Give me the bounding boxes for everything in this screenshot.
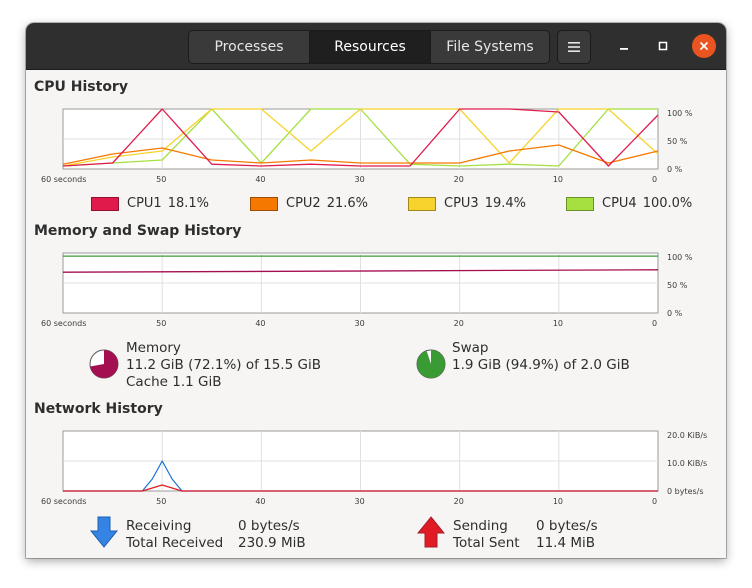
memory-cache: Cache 1.1 GiB [126, 374, 222, 390]
cpu2-line [62, 144, 659, 165]
sending-arrow-icon [417, 516, 445, 548]
cpu3-label: CPU3 [444, 196, 479, 211]
view-switcher: Processes Resources File Systems [188, 30, 550, 64]
cpu2-value: 21.6% [326, 196, 369, 211]
receiving-value: 0 bytes/s [238, 518, 300, 534]
network-x-tick: 50 [156, 497, 167, 506]
cpu-history-graph [62, 108, 659, 170]
receiving-info: Receiving 0 bytes/s Total Received 230.9 M… [126, 518, 306, 552]
menu-button[interactable] [557, 30, 591, 64]
memory-x-tick: 10 [552, 319, 564, 328]
sending-line [63, 484, 658, 492]
maximize-button[interactable] [651, 34, 675, 58]
memory-section-title: Memory and Swap History [34, 223, 242, 239]
swap-info: Swap 1.9 GiB (94.9%) of 2.0 GiB [452, 340, 630, 374]
memory-info: Memory 11.2 GiB (72.1%) of 15.5 GiB Cach… [126, 340, 321, 391]
cpu2-label: CPU2 [286, 196, 321, 211]
memory-pie-slice [90, 350, 118, 378]
close-icon [699, 41, 709, 51]
cpu1-line [62, 108, 659, 167]
network-x-tick: 20 [453, 497, 464, 506]
cpu-x-tick: 40 [255, 175, 266, 184]
network-x-tick: 60 seconds [41, 497, 87, 506]
cpu1-legend: CPU1 18.1% [91, 196, 209, 211]
cpu3-value: 19.4% [484, 196, 527, 211]
memory-x-tick: 50 [156, 319, 167, 328]
network-y-tick: 0 bytes/s [667, 487, 704, 496]
cpu-x-tick: 10 [552, 175, 564, 184]
cpu-section-title: CPU History [34, 79, 128, 95]
memory-x-tick: 30 [354, 319, 365, 328]
total-sent-value: 11.4 MiB [536, 535, 596, 551]
total-received-value: 230.9 MiB [238, 535, 306, 551]
network-y-tick: 20.0 KiB/s [667, 431, 708, 440]
cpu1-value: 18.1% [167, 196, 210, 211]
network-section-title: Network History [34, 401, 163, 417]
memory-x-tick: 40 [255, 319, 266, 328]
tab-processes[interactable]: Processes [189, 31, 309, 63]
network-x-tick: 0 [652, 497, 658, 506]
network-x-tick: 30 [354, 497, 365, 506]
minimize-icon [620, 48, 628, 50]
cpu3-color-swatch[interactable] [408, 196, 436, 211]
memory-history-graph [62, 252, 659, 314]
memory-x-tick: 20 [453, 319, 464, 328]
swap-usage: 1.9 GiB (94.9%) of 2.0 GiB [452, 357, 630, 373]
maximize-icon [658, 41, 668, 51]
swap-label: Swap [452, 340, 489, 356]
tab-resources[interactable]: Resources [309, 31, 430, 63]
cpu4-legend: CPU4 100.0% [566, 196, 692, 211]
header-bar: Processes Resources File Systems [26, 23, 726, 70]
memory-x-tick: 60 seconds [41, 319, 87, 328]
swap-pie-slice [416, 350, 445, 378]
memory-y-tick: 0 % [667, 309, 683, 318]
cpu1-color-swatch[interactable] [91, 196, 119, 211]
network-x-tick: 40 [255, 497, 266, 506]
cpu-x-tick: 60 seconds [41, 175, 87, 184]
cpu-x-tick: 0 [652, 175, 658, 184]
memory-y-tick: 50 % [667, 281, 688, 290]
cpu4-color-swatch[interactable] [566, 196, 594, 211]
memory-usage: 11.2 GiB (72.1%) of 15.5 GiB [126, 357, 321, 373]
cpu-x-tick: 30 [354, 175, 365, 184]
cpu2-legend: CPU2 21.6% [250, 196, 368, 211]
memory-pie-chart[interactable] [88, 348, 120, 380]
swap-pie-chart[interactable] [415, 348, 447, 380]
cpu4-label: CPU4 [602, 196, 637, 211]
memory-x-tick: 0 [652, 319, 658, 328]
total-sent-label: Total Sent [453, 535, 520, 551]
sending-info: Sending 0 bytes/s Total Sent 11.4 MiB [453, 518, 598, 552]
network-y-tick: 10.0 KiB/s [667, 459, 708, 468]
receiving-arrow-icon [90, 516, 118, 548]
cpu3-line [62, 108, 659, 167]
cpu-x-tick: 50 [156, 175, 167, 184]
memory-y-tick: 100 % [667, 253, 693, 262]
minimize-button[interactable] [612, 34, 636, 58]
cpu-y-tick: 100 % [667, 109, 693, 118]
cpu4-value: 100.0% [642, 196, 693, 211]
system-monitor-window: Processes Resources File Systems CPU His… [26, 23, 726, 558]
cpu1-label: CPU1 [127, 196, 162, 211]
cpu3-legend: CPU3 19.4% [408, 196, 526, 211]
sending-label: Sending [453, 518, 508, 534]
hamburger-icon [568, 42, 580, 52]
memory-label: Memory [126, 340, 181, 356]
cpu-x-tick: 20 [453, 175, 464, 184]
receiving-label: Receiving [126, 518, 192, 534]
cpu2-color-swatch[interactable] [250, 196, 278, 211]
tab-file-systems[interactable]: File Systems [430, 31, 549, 63]
cpu-y-tick: 0 % [667, 165, 683, 174]
network-x-tick: 10 [552, 497, 564, 506]
close-button[interactable] [692, 34, 716, 58]
total-received-label: Total Received [126, 535, 224, 551]
network-history-graph [62, 430, 659, 492]
memory-line [62, 269, 659, 273]
cpu-y-tick: 50 % [667, 137, 688, 146]
sending-value: 0 bytes/s [536, 518, 598, 534]
